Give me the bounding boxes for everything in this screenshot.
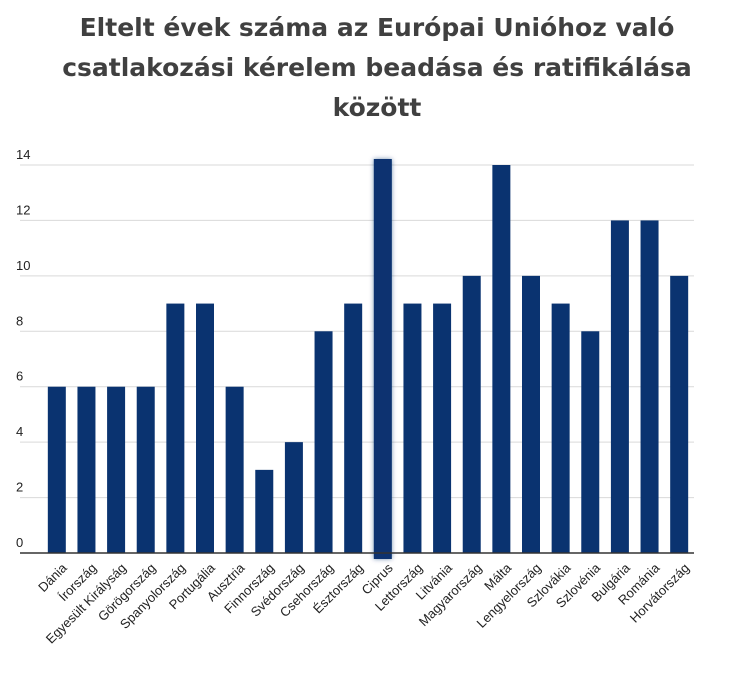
y-tick-label: 2 <box>16 480 23 495</box>
bar-12 <box>403 303 422 553</box>
bar-18 <box>581 331 600 553</box>
bar-7 <box>255 469 274 553</box>
bar-16 <box>522 275 540 553</box>
bar-10 <box>344 303 363 553</box>
bar-9 <box>314 331 333 553</box>
chart-title-line-1: Eltelt évek száma az Európai Unióhoz val… <box>79 13 675 42</box>
y-tick-label: 14 <box>16 147 30 162</box>
bar-6 <box>225 386 244 553</box>
chart-title: Eltelt évek száma az Európai Unióhoz val… <box>0 8 754 128</box>
bar-5 <box>196 303 214 553</box>
y-tick-label: 4 <box>16 424 23 439</box>
bar-0 <box>47 386 66 553</box>
bar-2 <box>107 386 126 553</box>
bar-8 <box>284 442 303 553</box>
chart-title-line-3: között <box>332 93 422 122</box>
chart-title-line-2: csatlakozási kérelem beadása és ratifiká… <box>62 53 692 82</box>
y-tick-label: 10 <box>16 258 30 273</box>
bar-11 <box>373 159 392 559</box>
bar-21 <box>670 275 689 553</box>
y-tick-label: 6 <box>16 369 23 384</box>
bars <box>47 159 689 559</box>
bar-1 <box>77 386 96 553</box>
bar-13 <box>433 303 452 553</box>
y-tick-label: 8 <box>16 313 23 328</box>
y-tick-label: 0 <box>16 535 23 550</box>
y-axis-ticks: 0 2 4 6 8 10 12 14 <box>16 147 30 550</box>
bar-19 <box>610 220 629 553</box>
bar-15 <box>492 165 511 553</box>
bar-4 <box>166 303 185 553</box>
bar-20 <box>640 220 659 553</box>
bar-14 <box>462 275 481 553</box>
bar-3 <box>136 386 155 553</box>
bar-17 <box>551 303 570 553</box>
y-tick-label: 12 <box>16 202 30 217</box>
